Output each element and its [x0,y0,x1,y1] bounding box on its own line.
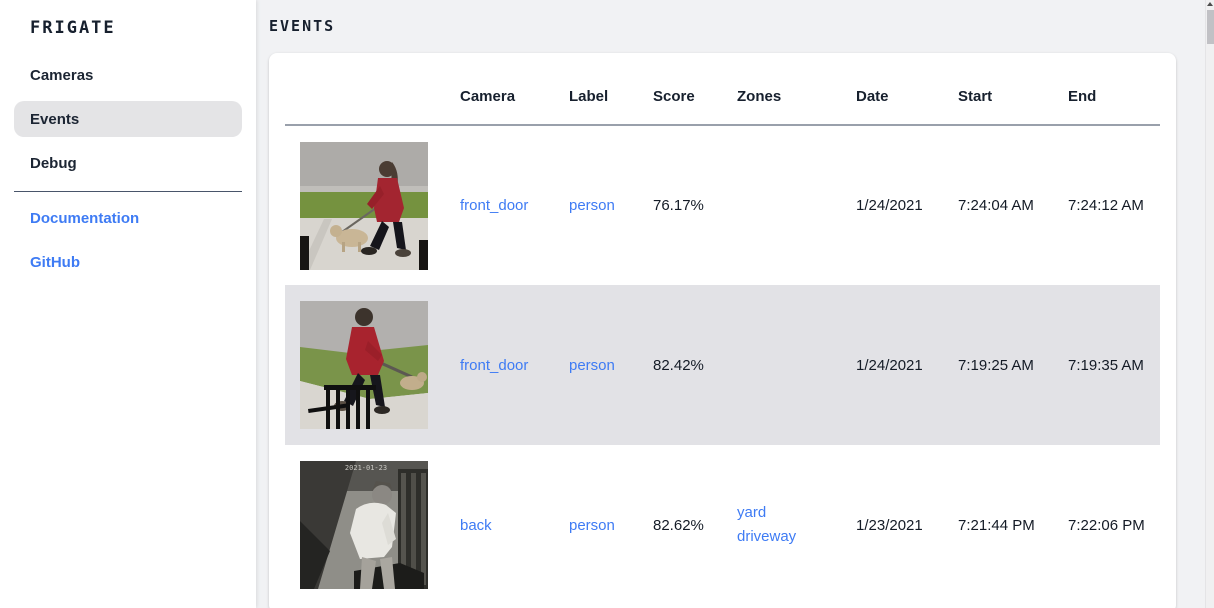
camera-link[interactable]: front_door [460,356,529,374]
zone-link[interactable]: driveway [737,528,797,545]
col-start: Start [958,69,1068,126]
event-row[interactable]: 2021-01-23 back person 82.62% [285,445,1160,605]
events-card: Camera Label Score Zones Date Start End [269,53,1176,608]
event-row[interactable]: front_door person 82.42% 1/24/2021 7:19:… [285,285,1160,445]
start-value: 7:19:25 AM [958,356,1034,374]
sidebar-link-documentation[interactable]: Documentation [14,200,242,236]
sidebar-item-cameras[interactable]: Cameras [14,57,242,93]
thumbnail-timestamp-overlay: 2021-01-23 [345,464,387,472]
sidebar-link-label: GitHub [30,253,80,271]
sidebar-nav: Cameras Events Debug Documentation GitHu… [0,57,256,280]
sidebar-item-debug[interactable]: Debug [14,145,242,181]
page-title: EVENTS [269,17,336,35]
label-link[interactable]: person [569,197,615,214]
scrollbar-thumb[interactable] [1207,10,1214,44]
label-link[interactable]: person [569,356,615,374]
score-value: 82.42% [653,356,704,374]
date-value: 1/24/2021 [856,356,923,374]
col-camera: Camera [460,69,569,126]
start-value: 7:24:04 AM [958,197,1034,214]
end-value: 7:19:35 AM [1068,356,1144,374]
event-thumbnail[interactable] [300,141,428,270]
zone-link[interactable]: yard [737,504,767,521]
sidebar-link-label: Documentation [30,209,140,227]
sidebar-item-events[interactable]: Events [14,101,242,137]
col-label: Label [569,69,653,126]
event-thumbnail[interactable] [300,301,428,429]
date-value: 1/23/2021 [856,516,923,534]
zones-cell [737,125,856,285]
event-row[interactable]: front_door person 76.17% 1/24/2021 7:24:… [285,125,1160,285]
app-title: FRIGATE [30,18,116,38]
col-zones: Zones [737,69,856,126]
score-value: 82.62% [653,516,704,534]
event-thumbnail[interactable]: 2021-01-23 [300,461,428,589]
sidebar-item-label: Cameras [30,66,94,84]
label-link[interactable]: person [569,516,615,534]
scroll-up-arrow-icon[interactable] [1207,2,1213,6]
events-table: Camera Label Score Zones Date Start End [285,69,1160,605]
col-score: Score [653,69,737,126]
sidebar-link-github[interactable]: GitHub [14,244,242,280]
sidebar-item-label: Events [30,110,80,128]
zones-cell [737,285,856,445]
sidebar-item-label: Debug [30,154,77,172]
date-value: 1/24/2021 [856,197,923,214]
score-value: 76.17% [653,197,704,214]
table-header-row: Camera Label Score Zones Date Start End [285,69,1160,126]
sidebar: FRIGATE Cameras Events Debug Documentati… [0,0,256,608]
start-value: 7:21:44 PM [958,516,1035,534]
col-end: End [1068,69,1160,126]
scrollbar[interactable] [1205,0,1214,608]
col-date: Date [856,69,958,126]
col-thumbnail [285,69,460,126]
camera-link[interactable]: back [460,516,492,534]
camera-link[interactable]: front_door [460,197,529,214]
zones-cell: yard driveway [737,445,856,605]
sidebar-divider [14,191,242,192]
end-value: 7:24:12 AM [1068,197,1144,214]
main-content: EVENTS Camera Label Score Zones Date Sta… [256,0,1214,608]
end-value: 7:22:06 PM [1068,516,1145,534]
